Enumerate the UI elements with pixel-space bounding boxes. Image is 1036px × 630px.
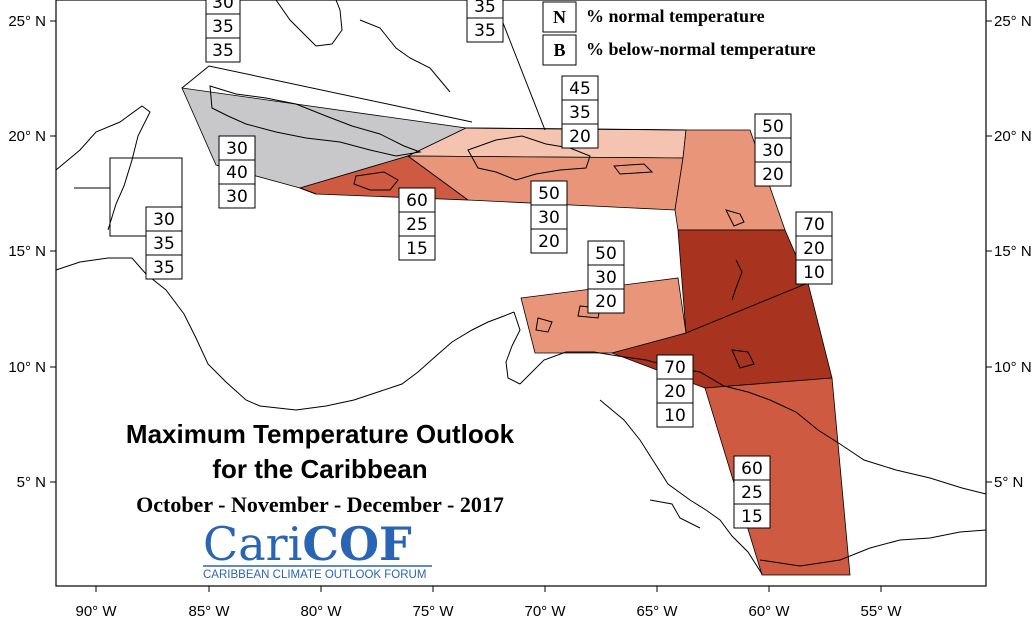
legend-key-normal: N (553, 7, 566, 27)
x-axis-labels: 90° W 85° W 80° W 75° W 70° W 65° W 60° … (75, 603, 902, 620)
prob-value-below: 10 (803, 263, 825, 283)
prob-value-below: 20 (569, 127, 591, 147)
legend-key-below: B (553, 40, 565, 60)
prob-value-above: 60 (406, 191, 428, 211)
prob-value-above: 50 (762, 117, 784, 137)
y-axis-labels-left: 25° N 20° N 15° N 10° N 5° N (8, 13, 46, 491)
x-label-90w: 90° W (75, 603, 117, 620)
prob-value-below: 10 (664, 406, 686, 426)
y-label-25n-right: 25° N (994, 13, 1032, 30)
prob-belize: 30 35 35 (145, 206, 183, 280)
prob-value-below: 20 (762, 165, 784, 185)
map-title-line2: for the Caribbean (212, 454, 427, 484)
prob-value-normal: 35 (153, 234, 175, 254)
y-label-15n: 15° N (8, 243, 46, 260)
prob-value-below: 35 (153, 258, 175, 278)
y-label-10n: 10° N (8, 359, 46, 376)
prob-value-normal: 35 (474, 0, 496, 17)
y-label-15n-right: 15° N (994, 243, 1032, 260)
map-title-line1: Maximum Temperature Outlook (126, 419, 515, 449)
prob-value-below: 20 (538, 232, 560, 252)
prob-northeast-leewards: 50 30 20 (754, 113, 792, 187)
prob-value-normal: 30 (595, 268, 617, 288)
prob-value-below: 35 (212, 41, 234, 61)
logo-wordmark: CariCOF (203, 517, 412, 571)
prob-value-normal: 30 (538, 208, 560, 228)
prob-value-below: 20 (595, 292, 617, 312)
x-label-60w: 60° W (748, 603, 790, 620)
prob-value-above: 30 (212, 0, 234, 13)
prob-value-normal: 35 (212, 17, 234, 37)
prob-north-caribbean: 45 35 20 (561, 75, 599, 149)
y-label-5n-right: 5° N (994, 474, 1023, 491)
legend-item-below: B % below-normal temperature (542, 34, 816, 66)
legend-item-normal: N % normal temperature (542, 1, 765, 33)
prob-trinidad: 70 20 10 (656, 354, 694, 428)
prob-guianas: 60 25 15 (733, 455, 771, 529)
x-label-85w: 85° W (188, 603, 230, 620)
prob-value-above: 70 (803, 215, 825, 235)
x-label-75w: 75° W (412, 603, 454, 620)
prob-value-below: 30 (226, 187, 248, 207)
prob-value-normal: 25 (406, 215, 428, 235)
prob-value-normal: 20 (803, 239, 825, 259)
prob-value-above: 30 (153, 210, 175, 230)
legend-label-normal: % normal temperature (586, 6, 765, 26)
prob-value-normal: 25 (741, 483, 763, 503)
legend-label-below: % below-normal temperature (586, 39, 816, 59)
y-label-5n: 5° N (17, 474, 46, 491)
prob-cuba-yucatan: 30 40 30 (218, 135, 256, 209)
legend: N % normal temperature B % below-normal … (542, 1, 816, 66)
x-label-80w: 80° W (300, 603, 342, 620)
prob-value-above: 60 (741, 459, 763, 479)
prob-value-above: 45 (569, 79, 591, 99)
prob-value-above: 50 (595, 244, 617, 264)
y-label-20n-right: 20° N (994, 128, 1032, 145)
probability-labels: 30 35 35 35 35 45 35 20 50 30 20 30 40 3… (145, 0, 833, 529)
prob-value-below: 15 (741, 507, 763, 527)
y-axis-labels-right: 25° N 20° N 15° N 10° N 5° N (994, 13, 1032, 491)
prob-value-normal: 30 (762, 141, 784, 161)
axis-ticks (50, 20, 992, 592)
prob-value-normal: 40 (226, 163, 248, 183)
y-label-20n: 20° N (8, 128, 46, 145)
prob-value-above: 70 (664, 358, 686, 378)
coastlines (55, 0, 987, 575)
y-label-25n: 25° N (8, 13, 46, 30)
prob-jamaica: 60 25 15 (398, 187, 436, 261)
prob-gulf-partial: 30 35 35 (205, 0, 241, 63)
logo-wordmark-part1: Cari (203, 517, 302, 571)
x-label-55w: 55° W (860, 603, 902, 620)
x-label-70w: 70° W (524, 603, 566, 620)
prob-abc-islands: 50 30 20 (587, 240, 625, 314)
caricof-logo: CariCOF CARIBBEAN CLIMATE OUTLOOK FORUM (203, 517, 432, 581)
prob-value-normal: 20 (664, 382, 686, 402)
prob-value-above: 30 (226, 139, 248, 159)
prob-value-below: 35 (474, 21, 496, 41)
prob-windwards: 70 20 10 (795, 211, 833, 285)
prob-value-above: 50 (538, 184, 560, 204)
logo-wordmark-part2: COF (302, 517, 412, 571)
prob-hispaniola-pr: 50 30 20 (530, 180, 568, 254)
prob-value-below: 15 (406, 239, 428, 259)
x-label-65w: 65° W (636, 603, 678, 620)
map-subtitle: October - November - December - 2017 (136, 492, 504, 517)
title-block: Maximum Temperature Outlook for the Cari… (126, 419, 515, 517)
prob-bahamas: 35 35 (466, 0, 504, 43)
prob-value-normal: 35 (569, 103, 591, 123)
y-label-10n-right: 10° N (994, 359, 1032, 376)
logo-tagline: CARIBBEAN CLIMATE OUTLOOK FORUM (203, 569, 426, 581)
